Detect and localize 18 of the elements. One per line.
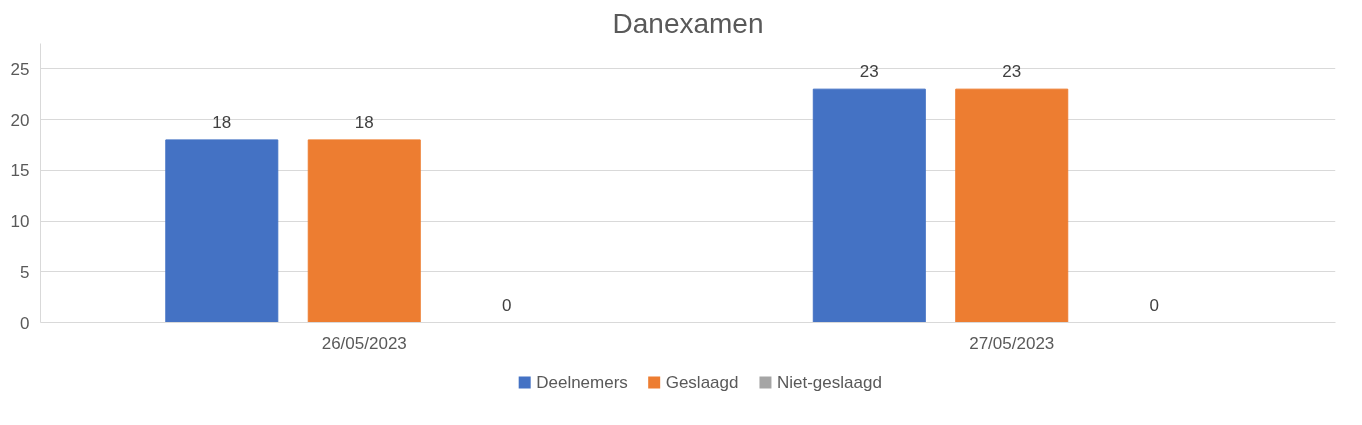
data-label: 18: [212, 112, 232, 132]
x-tick-label: 26/05/2023: [321, 333, 407, 353]
y-tick-label: 0: [20, 313, 30, 333]
data-label: 0: [1149, 295, 1159, 315]
y-tick-label: 5: [20, 262, 30, 282]
data-label: 18: [354, 112, 374, 132]
data-label: 23: [1002, 62, 1022, 82]
chart-title: Danexamen: [612, 7, 764, 39]
y-tick-label: 10: [10, 212, 30, 232]
legend-label: Deelnemers: [536, 373, 628, 392]
legend-label: Geslaagd: [665, 373, 739, 392]
legend-label: Niet-geslaagd: [776, 373, 882, 392]
x-tick-label: 27/05/2023: [969, 333, 1055, 353]
data-label: 0: [501, 295, 512, 315]
y-tick-label: 20: [10, 110, 30, 130]
data-label: 23: [859, 62, 879, 82]
y-tick-label: 25: [10, 59, 30, 79]
y-tick-label: 15: [10, 161, 30, 181]
